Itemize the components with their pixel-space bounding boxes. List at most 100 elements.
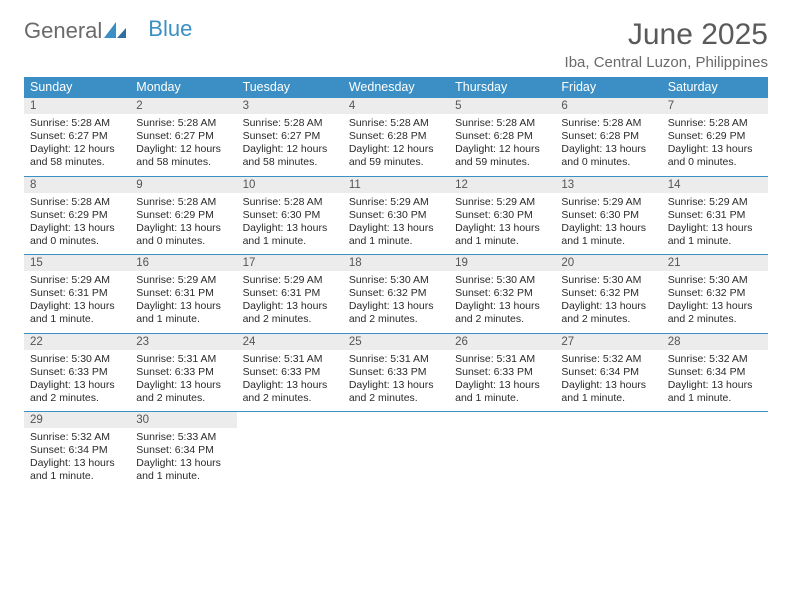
day-body: Sunrise: 5:29 AMSunset: 6:30 PMDaylight:…: [343, 193, 449, 255]
daylight-text: Daylight: 13 hours and 2 minutes.: [243, 300, 337, 326]
sunset-text: Sunset: 6:33 PM: [349, 366, 443, 379]
sunrise-text: Sunrise: 5:29 AM: [455, 196, 549, 209]
day-number: 5: [449, 98, 555, 114]
sunset-text: Sunset: 6:32 PM: [668, 287, 762, 300]
sunrise-text: Sunrise: 5:28 AM: [136, 117, 230, 130]
brand-blue: Blue: [148, 16, 192, 42]
daylight-text: Daylight: 13 hours and 2 minutes.: [668, 300, 762, 326]
brand-general: General: [24, 18, 102, 44]
sunrise-text: Sunrise: 5:29 AM: [243, 274, 337, 287]
day-number: 2: [130, 98, 236, 114]
calendar-day-cell: 19Sunrise: 5:30 AMSunset: 6:32 PMDayligh…: [449, 255, 555, 334]
weekday-header: Wednesday: [343, 77, 449, 98]
sunset-text: Sunset: 6:33 PM: [455, 366, 549, 379]
day-body: Sunrise: 5:31 AMSunset: 6:33 PMDaylight:…: [237, 350, 343, 412]
daylight-text: Daylight: 13 hours and 1 minute.: [668, 379, 762, 405]
weekday-header: Friday: [555, 77, 661, 98]
calendar-day-cell: 7Sunrise: 5:28 AMSunset: 6:29 PMDaylight…: [662, 98, 768, 177]
day-body: Sunrise: 5:33 AMSunset: 6:34 PMDaylight:…: [130, 428, 236, 490]
weekday-header: Saturday: [662, 77, 768, 98]
day-number: 23: [130, 334, 236, 350]
calendar-day-cell: 22Sunrise: 5:30 AMSunset: 6:33 PMDayligh…: [24, 333, 130, 412]
sunrise-text: Sunrise: 5:30 AM: [455, 274, 549, 287]
calendar-day-cell: 5Sunrise: 5:28 AMSunset: 6:28 PMDaylight…: [449, 98, 555, 177]
calendar-week-row: 15Sunrise: 5:29 AMSunset: 6:31 PMDayligh…: [24, 255, 768, 334]
sunset-text: Sunset: 6:33 PM: [30, 366, 124, 379]
sunset-text: Sunset: 6:31 PM: [243, 287, 337, 300]
daylight-text: Daylight: 12 hours and 59 minutes.: [455, 143, 549, 169]
day-number: 22: [24, 334, 130, 350]
sunrise-text: Sunrise: 5:30 AM: [668, 274, 762, 287]
day-body: Sunrise: 5:29 AMSunset: 6:30 PMDaylight:…: [555, 193, 661, 255]
sunset-text: Sunset: 6:33 PM: [136, 366, 230, 379]
calendar-day-cell: 24Sunrise: 5:31 AMSunset: 6:33 PMDayligh…: [237, 333, 343, 412]
calendar-day-cell: 23Sunrise: 5:31 AMSunset: 6:33 PMDayligh…: [130, 333, 236, 412]
calendar-day-cell: 14Sunrise: 5:29 AMSunset: 6:31 PMDayligh…: [662, 176, 768, 255]
day-number: 26: [449, 334, 555, 350]
daylight-text: Daylight: 13 hours and 0 minutes.: [136, 222, 230, 248]
day-body: Sunrise: 5:28 AMSunset: 6:27 PMDaylight:…: [130, 114, 236, 176]
calendar-day-cell: 1Sunrise: 5:28 AMSunset: 6:27 PMDaylight…: [24, 98, 130, 177]
daylight-text: Daylight: 12 hours and 59 minutes.: [349, 143, 443, 169]
sunrise-text: Sunrise: 5:28 AM: [561, 117, 655, 130]
day-body: Sunrise: 5:28 AMSunset: 6:28 PMDaylight:…: [343, 114, 449, 176]
weekday-header-row: Sunday Monday Tuesday Wednesday Thursday…: [24, 77, 768, 98]
sunrise-text: Sunrise: 5:32 AM: [561, 353, 655, 366]
sunrise-text: Sunrise: 5:30 AM: [349, 274, 443, 287]
day-body: Sunrise: 5:28 AMSunset: 6:27 PMDaylight:…: [24, 114, 130, 176]
calendar-day-cell: [449, 412, 555, 490]
sunset-text: Sunset: 6:27 PM: [136, 130, 230, 143]
day-number: 1: [24, 98, 130, 114]
sunset-text: Sunset: 6:34 PM: [136, 444, 230, 457]
day-body: Sunrise: 5:29 AMSunset: 6:31 PMDaylight:…: [237, 271, 343, 333]
day-body: Sunrise: 5:28 AMSunset: 6:29 PMDaylight:…: [130, 193, 236, 255]
sunset-text: Sunset: 6:29 PM: [30, 209, 124, 222]
sunrise-text: Sunrise: 5:29 AM: [349, 196, 443, 209]
calendar-day-cell: [555, 412, 661, 490]
sunrise-text: Sunrise: 5:31 AM: [136, 353, 230, 366]
day-number: 30: [130, 412, 236, 428]
daylight-text: Daylight: 12 hours and 58 minutes.: [136, 143, 230, 169]
day-body: Sunrise: 5:31 AMSunset: 6:33 PMDaylight:…: [130, 350, 236, 412]
calendar-day-cell: 17Sunrise: 5:29 AMSunset: 6:31 PMDayligh…: [237, 255, 343, 334]
sunset-text: Sunset: 6:31 PM: [668, 209, 762, 222]
calendar-day-cell: 13Sunrise: 5:29 AMSunset: 6:30 PMDayligh…: [555, 176, 661, 255]
day-number: 3: [237, 98, 343, 114]
sunrise-text: Sunrise: 5:30 AM: [561, 274, 655, 287]
sunrise-text: Sunrise: 5:28 AM: [30, 196, 124, 209]
calendar-day-cell: 6Sunrise: 5:28 AMSunset: 6:28 PMDaylight…: [555, 98, 661, 177]
sunrise-text: Sunrise: 5:31 AM: [349, 353, 443, 366]
calendar-day-cell: 9Sunrise: 5:28 AMSunset: 6:29 PMDaylight…: [130, 176, 236, 255]
calendar-day-cell: 30Sunrise: 5:33 AMSunset: 6:34 PMDayligh…: [130, 412, 236, 490]
day-number: 16: [130, 255, 236, 271]
calendar-day-cell: 16Sunrise: 5:29 AMSunset: 6:31 PMDayligh…: [130, 255, 236, 334]
sunset-text: Sunset: 6:30 PM: [349, 209, 443, 222]
day-number: 29: [24, 412, 130, 428]
day-number: 11: [343, 177, 449, 193]
day-number: 27: [555, 334, 661, 350]
daylight-text: Daylight: 12 hours and 58 minutes.: [243, 143, 337, 169]
sunset-text: Sunset: 6:30 PM: [243, 209, 337, 222]
calendar-day-cell: 11Sunrise: 5:29 AMSunset: 6:30 PMDayligh…: [343, 176, 449, 255]
sunset-text: Sunset: 6:34 PM: [561, 366, 655, 379]
daylight-text: Daylight: 13 hours and 1 minute.: [30, 457, 124, 483]
day-body: Sunrise: 5:28 AMSunset: 6:29 PMDaylight:…: [24, 193, 130, 255]
calendar-day-cell: 2Sunrise: 5:28 AMSunset: 6:27 PMDaylight…: [130, 98, 236, 177]
sunset-text: Sunset: 6:31 PM: [136, 287, 230, 300]
day-number: 20: [555, 255, 661, 271]
day-number: 14: [662, 177, 768, 193]
day-body: Sunrise: 5:29 AMSunset: 6:31 PMDaylight:…: [662, 193, 768, 255]
day-number: 6: [555, 98, 661, 114]
daylight-text: Daylight: 12 hours and 58 minutes.: [30, 143, 124, 169]
calendar-day-cell: 20Sunrise: 5:30 AMSunset: 6:32 PMDayligh…: [555, 255, 661, 334]
day-number: 4: [343, 98, 449, 114]
daylight-text: Daylight: 13 hours and 1 minute.: [349, 222, 443, 248]
day-number: 21: [662, 255, 768, 271]
daylight-text: Daylight: 13 hours and 1 minute.: [243, 222, 337, 248]
day-number: 24: [237, 334, 343, 350]
calendar-day-cell: 15Sunrise: 5:29 AMSunset: 6:31 PMDayligh…: [24, 255, 130, 334]
calendar-day-cell: 8Sunrise: 5:28 AMSunset: 6:29 PMDaylight…: [24, 176, 130, 255]
day-number: 25: [343, 334, 449, 350]
daylight-text: Daylight: 13 hours and 1 minute.: [561, 379, 655, 405]
sunrise-text: Sunrise: 5:33 AM: [136, 431, 230, 444]
